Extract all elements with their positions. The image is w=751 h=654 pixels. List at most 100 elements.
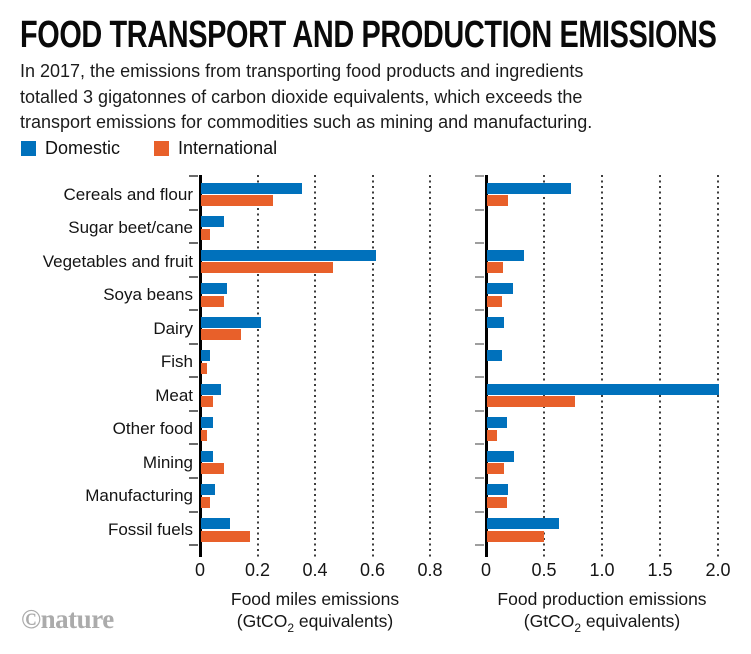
legend-label-domestic: Domestic	[45, 138, 121, 158]
gridline	[717, 175, 719, 557]
category-tick	[189, 309, 198, 312]
bar-domestic	[201, 417, 213, 429]
international-swatch-icon	[154, 141, 170, 156]
category-tick	[475, 443, 484, 446]
category-tick	[189, 510, 198, 513]
bar-domestic	[487, 350, 503, 362]
bar-domestic	[487, 484, 508, 496]
category-tick	[189, 175, 198, 177]
x-tick-label: 0	[194, 560, 205, 580]
bar-domestic	[487, 417, 507, 429]
category-tick	[475, 242, 484, 245]
legend-item-domestic: Domestic	[21, 138, 120, 159]
bar-international	[487, 530, 544, 542]
bar-international	[201, 463, 224, 475]
category-label: Fish	[160, 352, 193, 372]
gridline	[601, 175, 603, 557]
bar-domestic	[487, 518, 559, 529]
bar-domestic	[487, 383, 719, 395]
x-axis-unit: (GtCO2 equivalents)	[236, 611, 394, 635]
category-label: Fossil fuels	[107, 520, 193, 539]
category-label: Dairy	[153, 318, 193, 338]
bar-domestic	[201, 216, 224, 228]
bar-international	[487, 295, 503, 307]
x-tick-label: 0.2	[244, 560, 271, 580]
x-axis-unit: (GtCO2 equivalents)	[523, 611, 681, 635]
bar-international	[487, 195, 508, 206]
category-tick	[475, 409, 484, 412]
category-label: Soya beans	[103, 285, 193, 305]
bar-domestic	[201, 316, 262, 328]
category-tick	[475, 208, 484, 211]
subtitle-line-3: transport emissions for commodities such…	[20, 112, 593, 132]
bar-domestic	[487, 283, 513, 295]
gridline	[314, 175, 316, 557]
bar-domestic	[201, 350, 210, 362]
bar-domestic	[201, 383, 222, 395]
bar-domestic	[487, 450, 514, 462]
category-tick	[475, 275, 484, 278]
x-tick-label: 0.4	[302, 560, 328, 580]
x-tick-label: 0.8	[417, 560, 443, 580]
domestic-swatch-icon	[21, 141, 36, 156]
category-tick	[189, 443, 198, 446]
gridline	[429, 175, 431, 557]
y-axis-line	[199, 175, 202, 557]
x-tick-label: 1.5	[647, 560, 673, 580]
bar-domestic	[201, 249, 377, 261]
page-title-text: FOOD TRANSPORT AND PRODUCTION EMISSIONS	[20, 14, 717, 56]
category-tick	[475, 476, 484, 479]
x-tick-label: 2.0	[705, 560, 731, 580]
category-tick	[189, 342, 198, 345]
bar-international	[201, 329, 242, 341]
nature-watermark: ©nature	[21, 604, 114, 634]
category-tick	[475, 309, 484, 312]
category-tick	[475, 175, 484, 177]
bar-international	[201, 295, 224, 307]
legend-item-international: International	[154, 138, 277, 159]
bar-international	[201, 362, 207, 374]
category-label: Vegetables and fruit	[42, 251, 193, 271]
bar-domestic	[201, 283, 227, 295]
category-tick	[189, 275, 198, 278]
category-label: Mining	[142, 452, 193, 472]
category-label: Meat	[155, 385, 193, 405]
y-axis-line	[485, 175, 488, 557]
x-axis-title: Food production emissions	[497, 589, 707, 609]
x-tick-label: 0.6	[359, 560, 386, 580]
bar-international	[201, 530, 250, 542]
category-label: Manufacturing	[85, 486, 193, 506]
bar-domestic	[201, 450, 213, 462]
bar-international	[201, 228, 210, 240]
bar-international	[487, 496, 507, 508]
category-label: Other food	[112, 419, 193, 439]
gridline	[543, 175, 545, 557]
x-tick-label: 0.5	[531, 560, 557, 580]
x-tick-label: 0	[480, 560, 491, 580]
bar-international	[201, 195, 273, 206]
category-label: Sugar beet/cane	[68, 218, 193, 238]
bar-domestic	[487, 316, 505, 328]
bar-domestic	[487, 249, 525, 261]
bar-domestic	[201, 518, 230, 529]
category-tick	[475, 376, 484, 379]
legend: Domestic International	[21, 138, 277, 159]
x-axis-title: Food miles emissions	[230, 589, 400, 609]
category-tick	[189, 242, 198, 245]
x-tick-label: 1.0	[589, 560, 615, 580]
chart-subtitle: In 2017, the emissions from transporting…	[20, 59, 592, 136]
bar-domestic	[201, 182, 302, 194]
bar-domestic	[487, 182, 571, 194]
gridline	[371, 175, 374, 557]
page-title: FOOD TRANSPORT AND PRODUCTION EMISSIONS	[20, 14, 751, 57]
category-tick	[475, 544, 484, 547]
bar-international	[201, 429, 207, 441]
category-tick	[189, 208, 198, 211]
gridline	[659, 175, 661, 557]
category-tick	[189, 376, 198, 379]
category-tick	[475, 510, 484, 513]
co2-subscript: 2	[287, 621, 294, 635]
category-tick	[189, 544, 198, 547]
category-label: Cereals and flour	[63, 184, 193, 204]
